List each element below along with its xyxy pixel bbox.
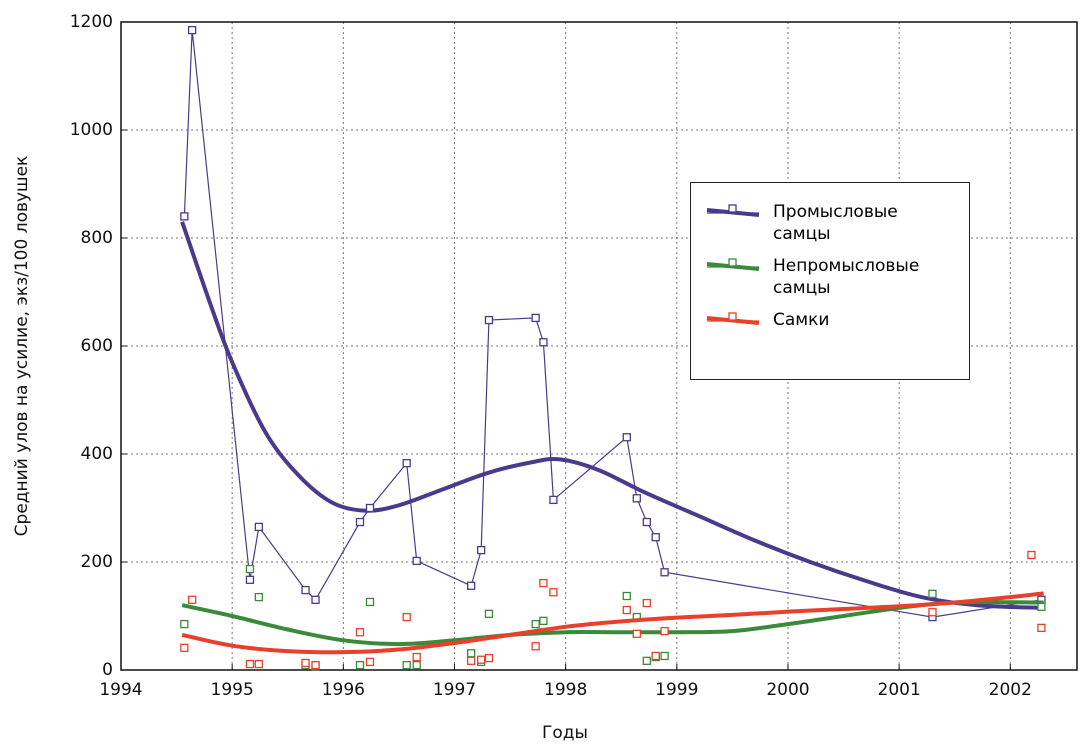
data-point — [651, 651, 660, 661]
legend-marker — [728, 204, 737, 213]
data-point — [484, 609, 494, 618]
legend-label: Непромысловые самцы — [773, 256, 920, 298]
data-point — [180, 212, 189, 221]
legend-entry: Самки — [705, 309, 959, 331]
data-point — [928, 589, 937, 599]
x-tick-label: 1996 — [322, 680, 365, 700]
data-point — [402, 612, 411, 622]
data-point — [477, 655, 486, 664]
legend-entry: Промысловые самцы — [705, 201, 959, 245]
y-tick-label: 400 — [81, 444, 113, 464]
y-tick-label: 200 — [81, 552, 113, 572]
data-point — [539, 578, 548, 588]
trend-line — [181, 600, 1044, 647]
x-axis-label: Годы — [542, 723, 588, 743]
trend-line — [180, 221, 1044, 610]
legend-swatch — [706, 204, 760, 217]
y-tick-label: 1200 — [70, 12, 113, 32]
x-tick-label: 2002 — [989, 680, 1032, 700]
data-point — [245, 659, 255, 669]
x-tick-label: 2000 — [766, 680, 809, 700]
data-point — [1027, 550, 1036, 560]
data-point — [301, 585, 310, 595]
data-point — [365, 503, 375, 513]
data-point — [484, 653, 494, 663]
x-tick-label: 1995 — [211, 680, 254, 700]
data-point — [660, 626, 669, 636]
data-point — [539, 616, 548, 626]
legend-label: Промысловые самцы — [773, 202, 898, 244]
y-tick-label: 600 — [81, 336, 113, 356]
data-point — [632, 494, 641, 503]
data-point — [311, 595, 320, 604]
data-point — [531, 642, 540, 651]
trend-line — [181, 591, 1044, 655]
data-point — [549, 588, 558, 597]
x-tick-label: 1994 — [99, 680, 142, 700]
data-point — [651, 533, 660, 542]
data-point — [412, 556, 421, 566]
data-point — [660, 651, 669, 661]
data-point — [642, 656, 651, 665]
data-point — [1037, 623, 1046, 633]
y-axis-label: Средний улов на усилие, экз/100 ловушек — [12, 156, 32, 537]
data-point — [402, 459, 411, 468]
plot-frame — [120, 21, 1078, 671]
data-point — [301, 658, 310, 668]
data-point — [467, 581, 476, 590]
data-point — [412, 660, 421, 670]
data-point — [622, 433, 631, 442]
data-point — [660, 568, 669, 577]
data-point — [531, 313, 540, 323]
data-point — [254, 659, 263, 669]
legend-swatch — [706, 312, 760, 325]
data-point — [632, 629, 641, 638]
data-point — [467, 656, 476, 665]
x-tick-label: 1998 — [544, 680, 587, 700]
data-point — [245, 575, 255, 584]
data-point — [355, 628, 365, 637]
y-tick-label: 1000 — [70, 120, 113, 140]
legend-marker — [728, 258, 737, 267]
data-point — [531, 619, 540, 629]
data-point — [187, 595, 197, 604]
legend-entry: Непромысловые самцы — [705, 255, 959, 299]
data-point — [355, 517, 365, 527]
data-point — [365, 657, 375, 667]
data-point — [311, 660, 320, 670]
data-point — [245, 564, 255, 574]
legend: Промысловые самцы Непромысловые самцы Самк… — [690, 182, 970, 380]
data-point — [622, 591, 631, 601]
data-point — [622, 605, 631, 615]
legend-swatch — [706, 258, 760, 271]
data-point — [549, 495, 558, 505]
data-point — [365, 597, 375, 607]
data-point — [180, 643, 189, 653]
data-point — [484, 315, 494, 325]
data-point — [412, 652, 421, 662]
x-tick-label: 1997 — [433, 680, 476, 700]
data-point — [1037, 602, 1046, 611]
data-point — [928, 608, 937, 617]
y-tick-label: 0 — [102, 660, 113, 680]
legend-marker — [728, 312, 737, 321]
x-tick-label: 1999 — [655, 680, 698, 700]
legend-label: Самки — [773, 310, 830, 330]
data-point — [477, 545, 486, 555]
data-point — [254, 522, 263, 532]
y-tick-label: 800 — [81, 228, 113, 248]
data-point — [180, 619, 189, 629]
data-point — [642, 517, 651, 527]
data-point — [642, 598, 651, 608]
data-point — [402, 660, 411, 670]
data-point — [187, 25, 197, 35]
data-point — [254, 592, 263, 602]
data-point — [355, 660, 365, 670]
data-point — [539, 338, 548, 347]
data-point — [467, 649, 476, 658]
x-tick-label: 2001 — [878, 680, 921, 700]
